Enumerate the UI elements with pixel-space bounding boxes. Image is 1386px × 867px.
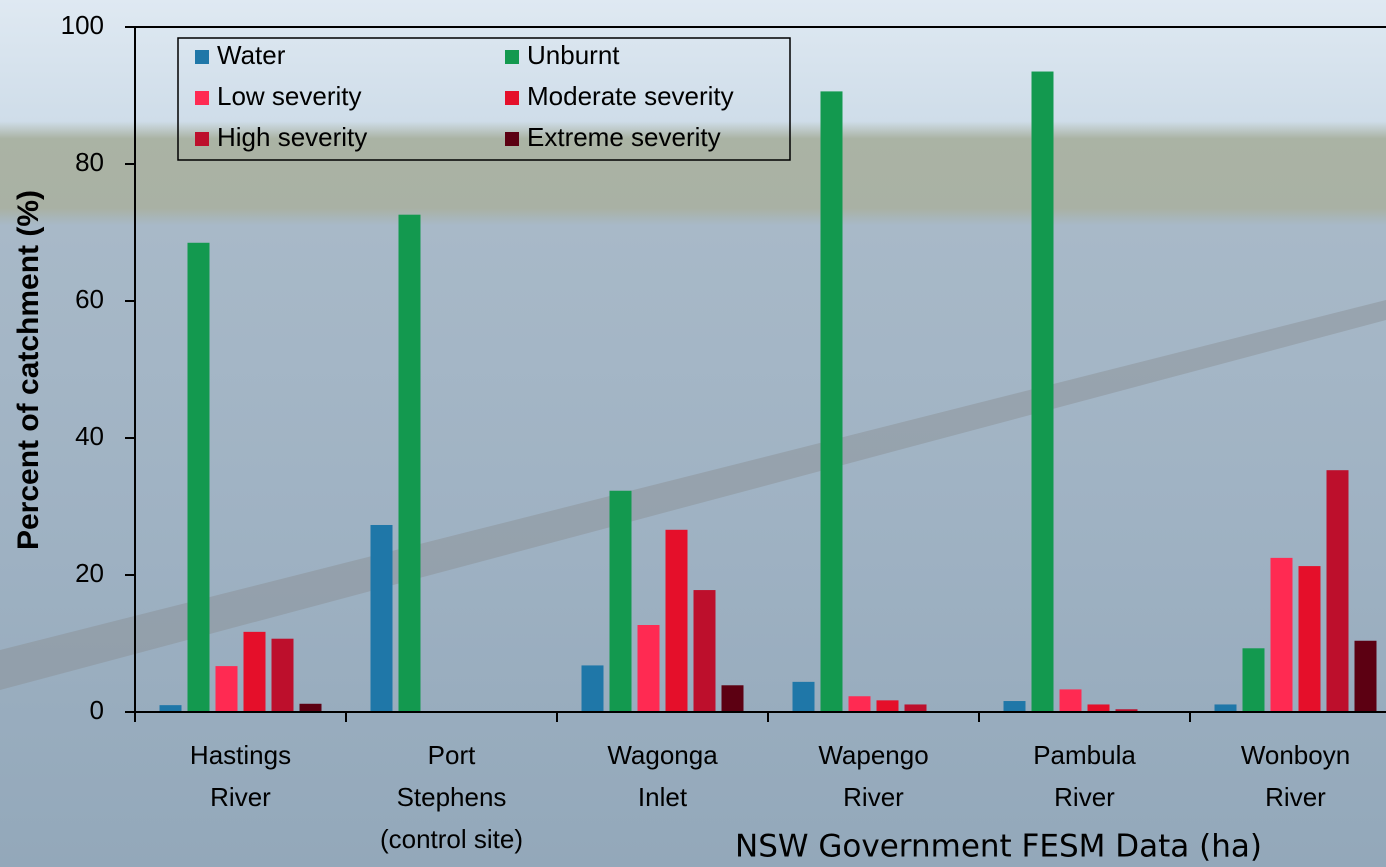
x-tick-label: River (843, 782, 904, 812)
x-tick-label: Wapengo (818, 740, 928, 770)
y-tick-label: 100 (61, 10, 104, 40)
x-tick-label: River (1265, 782, 1326, 812)
x-tick-label: River (210, 782, 271, 812)
bar (244, 632, 266, 712)
legend-swatch (505, 91, 519, 105)
bar (610, 491, 632, 712)
y-tick-label: 0 (90, 695, 104, 725)
x-tick-label: Stephens (397, 782, 507, 812)
bar (188, 243, 210, 712)
x-tick-label: River (1054, 782, 1115, 812)
bar (582, 665, 604, 712)
bar (1243, 648, 1265, 712)
legend-swatch (195, 132, 209, 146)
y-tick-label: 80 (75, 147, 104, 177)
legend-label: Moderate severity (527, 81, 734, 111)
bar (300, 704, 322, 712)
bar (1327, 470, 1349, 712)
bar (638, 625, 660, 712)
bar (877, 700, 899, 712)
x-tick-label: Pambula (1033, 740, 1136, 770)
y-tick-label: 60 (75, 284, 104, 314)
bar (399, 215, 421, 712)
x-tick-label: Hastings (190, 740, 291, 770)
bar (1060, 689, 1082, 712)
x-tick-label: (control site) (380, 824, 523, 854)
bar (272, 639, 294, 712)
bar (821, 91, 843, 712)
bar (849, 696, 871, 712)
legend-label: Water (217, 40, 286, 70)
bar (1215, 704, 1237, 712)
x-tick-label: Wagonga (607, 740, 718, 770)
legend-label: Extreme severity (527, 122, 721, 152)
y-tick-label: 20 (75, 558, 104, 588)
y-axis-label: Percent of catchment (%) (12, 190, 45, 550)
annotation: NSW Government FESM Data (ha) (735, 829, 1262, 865)
bar (1271, 558, 1293, 712)
bar (694, 590, 716, 712)
x-tick-label: Wonboyn (1241, 740, 1350, 770)
chart: Percent of catchment (%) NSW Government … (0, 0, 1386, 867)
legend-swatch (505, 50, 519, 64)
bar (1032, 72, 1054, 712)
x-tick-label: Port (428, 740, 476, 770)
legend-label: Unburnt (527, 40, 620, 70)
legend-label: Low severity (217, 81, 362, 111)
legend-label: High severity (217, 122, 367, 152)
bar (160, 705, 182, 712)
legend-swatch (505, 132, 519, 146)
y-tick-label: 40 (75, 421, 104, 451)
legend-swatch (195, 91, 209, 105)
bar (905, 704, 927, 712)
bar (666, 530, 688, 712)
bar (371, 525, 393, 712)
legend-swatch (195, 50, 209, 64)
bar (1088, 704, 1110, 712)
x-tick-label: Inlet (638, 782, 688, 812)
page: {"chart_data": {"type": "bar", "ylabel":… (0, 0, 1386, 867)
bar (1004, 701, 1026, 712)
bar (216, 666, 238, 712)
bar (1299, 566, 1321, 712)
bar (793, 682, 815, 712)
bar (722, 685, 744, 712)
bar (1355, 641, 1377, 712)
